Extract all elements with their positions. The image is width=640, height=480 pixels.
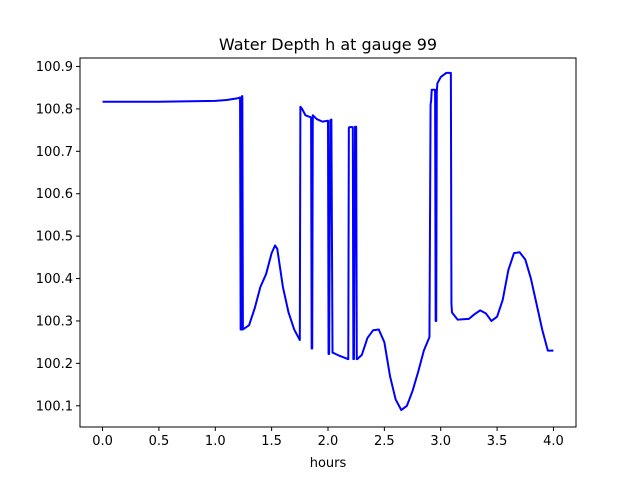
y-tick-label: 100.9 — [36, 60, 73, 75]
series-line — [102, 71, 554, 412]
x-tick-label: 1.5 — [261, 434, 282, 449]
y-tick-label: 100.1 — [36, 399, 73, 414]
x-tick-label: 2.5 — [374, 434, 395, 449]
x-tick-label: 4.0 — [543, 434, 564, 449]
y-tick-label: 100.5 — [36, 230, 73, 245]
x-tick-label: 0.5 — [149, 434, 170, 449]
y-tick-label: 100.6 — [36, 187, 73, 202]
x-axis-ticks: 0.0 0.5 1.0 1.5 2.0 2.5 3.0 3.5 4.0 — [92, 427, 564, 449]
x-tick-label: 0.0 — [92, 434, 113, 449]
chart-title: Water Depth h at gauge 99 — [219, 35, 437, 54]
y-tick-label: 100.7 — [36, 145, 73, 160]
x-tick-label: 2.0 — [318, 434, 339, 449]
series-layer — [102, 71, 554, 412]
y-tick-label: 100.2 — [36, 357, 73, 372]
y-tick-label: 100.4 — [36, 272, 73, 287]
y-tick-label: 100.8 — [36, 102, 73, 117]
x-axis-label: hours — [310, 456, 347, 471]
y-axis-ticks: 100.1 100.2 100.3 100.4 100.5 100.6 100.7 100.8… — [36, 60, 80, 414]
x-tick-label: 1.0 — [205, 434, 226, 449]
x-tick-label: 3.0 — [430, 434, 451, 449]
y-tick-label: 100.3 — [36, 314, 73, 329]
x-tick-label: 3.5 — [487, 434, 508, 449]
